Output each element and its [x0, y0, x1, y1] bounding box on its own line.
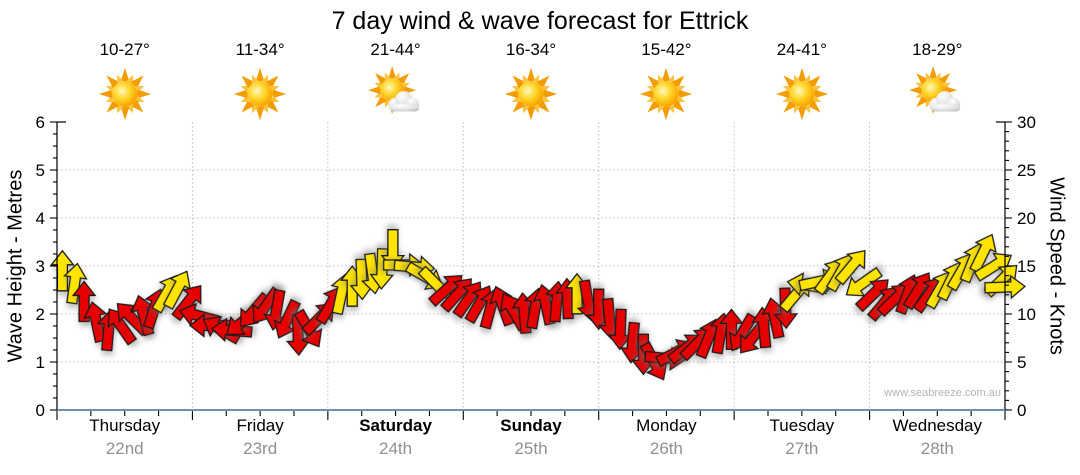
chart-title: 7 day wind & wave forecast for Ettrick: [331, 7, 749, 35]
day-name: Tuesday: [769, 416, 835, 435]
temperature-range: 15-42°: [641, 40, 692, 59]
wind-arrow: [719, 308, 744, 351]
day-date: 28th: [920, 439, 954, 458]
day-name: Saturday: [359, 416, 432, 435]
wind-arrow: [171, 284, 202, 322]
left-tick-label: 1: [36, 353, 45, 372]
day-name: Monday: [636, 416, 697, 435]
left-axis-tick-labels: 0 1 2 3 4 5 6: [36, 113, 45, 420]
day-date: 26th: [649, 439, 683, 458]
left-tick-label: 6: [36, 113, 45, 132]
day-name: Thursday: [89, 416, 161, 435]
left-tick-label: 5: [36, 161, 45, 180]
temperature-range: 10-27°: [99, 40, 150, 59]
right-tick-label: 15: [1017, 257, 1036, 276]
wind-arrow: [834, 249, 866, 286]
bottom-axis-ticks: [56, 411, 1006, 420]
wind-arrows: [50, 229, 1027, 381]
left-tick-label: 0: [36, 401, 45, 420]
left-tick-label: 2: [36, 305, 45, 324]
wind-arrow: [83, 301, 108, 344]
temperature-range: 18-29°: [912, 40, 963, 59]
day-date: 25th: [514, 439, 548, 458]
right-axis-ticks: [1005, 121, 1012, 411]
day-date: 27th: [785, 439, 819, 458]
left-tick-label: 4: [36, 209, 45, 228]
day-date: 24th: [379, 439, 413, 458]
temperature-range: 21-44°: [370, 40, 421, 59]
wind-arrow: [845, 266, 883, 297]
wind-arrow: [969, 233, 997, 274]
right-tick-label: 30: [1017, 113, 1036, 132]
day-date: 22nd: [105, 439, 144, 458]
wind-arrow: [71, 280, 97, 323]
left-tick-label: 3: [36, 257, 45, 276]
temperature-range: 11-34°: [235, 40, 285, 59]
right-tick-label: 20: [1017, 209, 1036, 228]
right-tick-label: 0: [1017, 401, 1026, 420]
watermark: www.seabreeze.com.au: [884, 387, 1001, 399]
right-tick-label: 10: [1017, 305, 1036, 324]
right-tick-label: 5: [1017, 353, 1026, 372]
day-name: Sunday: [500, 416, 562, 435]
gridlines: [57, 122, 1005, 410]
temperature-range: 16-34°: [505, 40, 557, 59]
day-date: 23rd: [243, 439, 278, 458]
right-axis-tick-labels: 0 5 10 15 20 25 30: [1017, 113, 1036, 420]
wind-arrow: [63, 262, 88, 305]
right-tick-label: 25: [1017, 161, 1036, 180]
left-axis-ticks: [50, 121, 57, 411]
temperature-range: 24-41°: [776, 40, 827, 59]
day-name: Wednesday: [892, 416, 983, 435]
day-name: Friday: [236, 416, 284, 435]
